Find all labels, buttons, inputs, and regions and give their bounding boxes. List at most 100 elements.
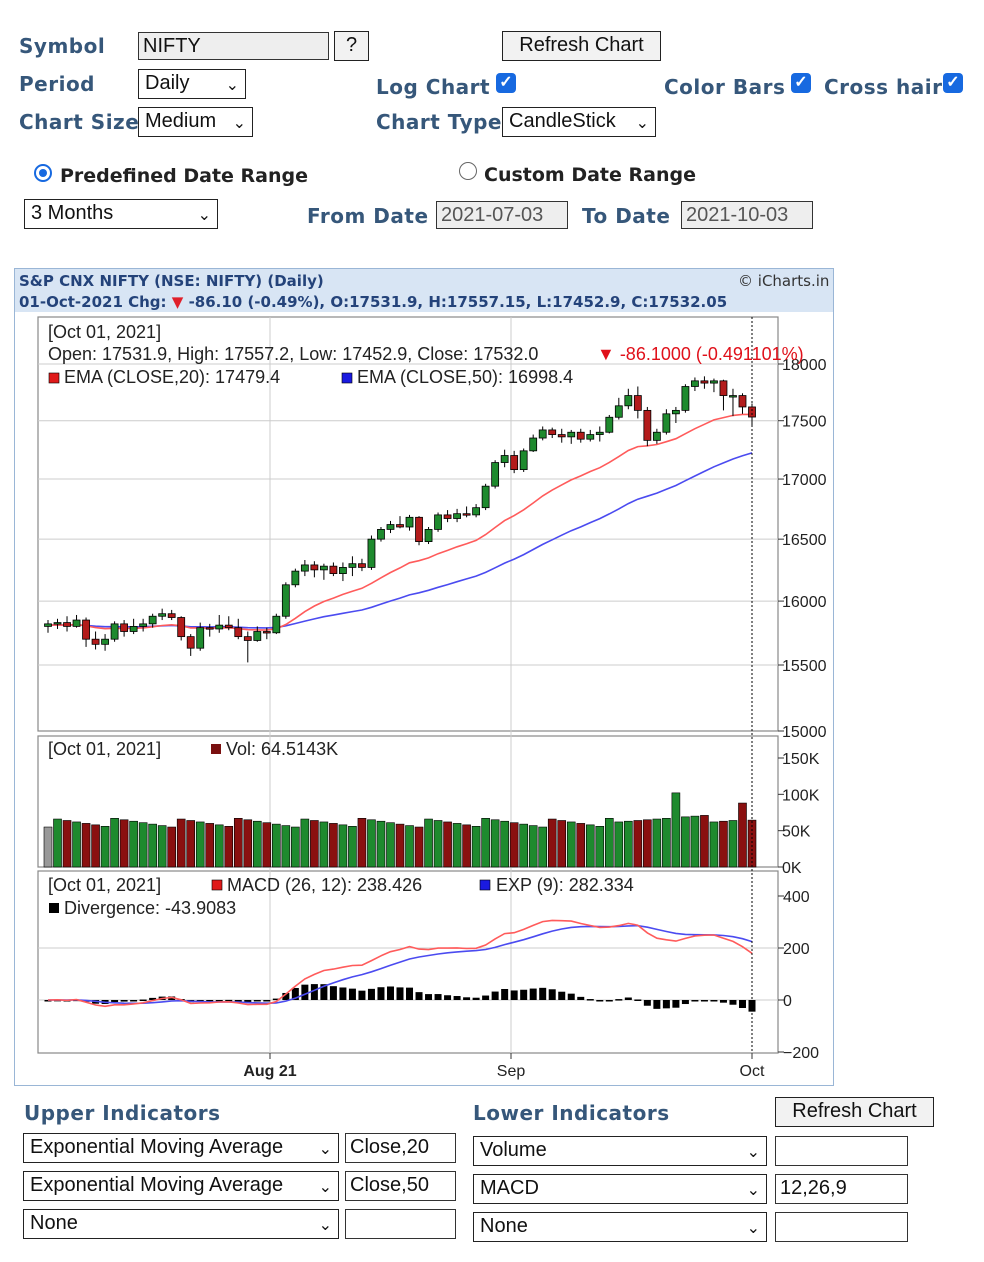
candle <box>691 380 699 387</box>
candle <box>548 429 557 435</box>
candle <box>177 617 186 638</box>
chevron-down-icon: ⌄ <box>225 77 239 94</box>
to-date-input[interactable]: 2021-10-03 <box>681 201 813 229</box>
lower-indicator-2-select[interactable]: MACD ⌄ <box>473 1174 767 1204</box>
candle <box>557 434 566 438</box>
price-panel <box>37 316 779 732</box>
chevron-down-icon: ⌄ <box>318 1217 332 1234</box>
divergence-bar <box>377 987 385 1000</box>
candle <box>272 615 281 634</box>
volume-bar <box>186 820 196 868</box>
upper-indicator-1-select[interactable]: Exponential Moving Average ⌄ <box>23 1133 339 1163</box>
from-date-input[interactable]: 2021-07-03 <box>436 201 568 229</box>
candle <box>291 570 300 586</box>
lower-indicator-1-params[interactable] <box>775 1136 908 1166</box>
candle <box>719 380 728 396</box>
candle <box>405 516 414 528</box>
volume-bar <box>538 826 548 868</box>
divergence-bar <box>425 994 433 1000</box>
divergence-bar <box>168 996 176 1000</box>
symbol-input[interactable]: NIFTY <box>138 32 329 60</box>
chevron-down-icon: ⌄ <box>318 1141 332 1158</box>
macd-tick-label: 0 <box>783 993 792 1010</box>
divergence-bar <box>643 1000 651 1006</box>
upper-indicator-3-select[interactable]: None ⌄ <box>23 1209 339 1239</box>
candle <box>319 565 328 571</box>
upper-indicator-2-params[interactable]: Close,50 <box>345 1171 456 1201</box>
refresh-chart-bottom-button[interactable]: Refresh Chart <box>775 1097 934 1127</box>
lower-indicator-2-params[interactable]: 12,26,9 <box>775 1174 908 1204</box>
volume-bar <box>414 826 424 868</box>
candle <box>367 538 376 568</box>
volume-bar <box>604 818 614 868</box>
upper-indicator-2-select[interactable]: Exponential Moving Average ⌄ <box>23 1171 339 1201</box>
candle <box>101 638 109 645</box>
divergence-bar <box>367 988 375 1000</box>
divergence-bar <box>596 1000 604 1002</box>
divergence-bar <box>577 996 585 1000</box>
lower-indicator-3-select[interactable]: None ⌄ <box>473 1212 767 1242</box>
volume-bar <box>53 818 62 868</box>
color-bars-checkbox[interactable]: ✓ <box>791 73 811 93</box>
volume-bar <box>719 820 728 868</box>
upper-indicator-3-value: None <box>30 1212 78 1234</box>
predefined-range-radio[interactable] <box>34 164 52 182</box>
divergence-bar <box>291 987 299 1000</box>
volume-bar <box>252 820 262 868</box>
price-date: [Oct 01, 2021] <box>48 322 161 342</box>
change-date: 01-Oct-2021 Chg: <box>19 293 167 311</box>
candle <box>139 623 148 627</box>
symbol-help-button[interactable]: ? <box>334 31 369 61</box>
upper-indicator-3-params[interactable] <box>345 1209 456 1239</box>
volume-bar <box>452 823 462 868</box>
candle <box>234 627 243 638</box>
volume-bar <box>500 820 509 868</box>
macd-tick-label: −200 <box>783 1045 819 1062</box>
volume-bar <box>585 824 595 868</box>
candle <box>44 623 52 627</box>
divergence-legend-swatch <box>49 903 59 913</box>
period-select[interactable]: Daily ⌄ <box>138 69 246 99</box>
volume-bar <box>205 823 215 868</box>
upper-indicator-1-params[interactable]: Close,20 <box>345 1133 456 1163</box>
vol-tick-label: 100K <box>782 787 820 804</box>
volume-bar <box>576 823 586 868</box>
divergence-bar <box>225 999 233 1002</box>
lower-indicator-2-value: MACD <box>480 1177 539 1199</box>
volume-bar <box>262 822 272 868</box>
volume-bar <box>528 825 538 868</box>
candle <box>519 450 528 471</box>
candle <box>472 507 481 516</box>
log-chart-checkbox[interactable]: ✓ <box>496 73 516 93</box>
date-range-select[interactable]: 3 Months ⌄ <box>24 199 218 229</box>
chart-title: S&P CNX NIFTY (NSE: NIFTY) (Daily) <box>19 272 324 290</box>
divergence-bar <box>329 986 337 1000</box>
candle <box>700 380 709 384</box>
chart-type-select[interactable]: CandleStick ⌄ <box>502 107 656 137</box>
volume-bar <box>738 802 747 868</box>
chevron-down-icon: ⌄ <box>746 1220 760 1237</box>
candle <box>729 395 737 398</box>
divergence-bar <box>234 1000 242 1002</box>
chart-size-select[interactable]: Medium ⌄ <box>138 107 253 137</box>
cross-hair-checkbox[interactable]: ✓ <box>943 73 963 93</box>
divergence-bar <box>244 1000 252 1002</box>
predefined-range-label: Predefined Date Range <box>60 165 309 187</box>
chevron-down-icon: ⌄ <box>197 207 211 224</box>
chevron-down-icon: ⌄ <box>635 115 649 132</box>
custom-range-radio[interactable] <box>459 162 477 180</box>
refresh-chart-button[interactable]: Refresh Chart <box>502 31 661 61</box>
volume-legend-swatch <box>211 744 221 754</box>
candle <box>215 624 224 630</box>
volume-bar <box>747 819 757 868</box>
price-change: ▼ -86.1000 (-0.491101%) <box>597 344 804 364</box>
candle <box>110 623 119 640</box>
candle <box>82 619 90 640</box>
volume-bar <box>100 826 110 868</box>
volume-bar <box>443 821 452 868</box>
lower-indicator-3-params[interactable] <box>775 1212 908 1242</box>
divergence-bar <box>615 999 623 1001</box>
divergence-bar <box>605 1000 613 1002</box>
lower-indicator-1-select[interactable]: Volume ⌄ <box>473 1136 767 1166</box>
